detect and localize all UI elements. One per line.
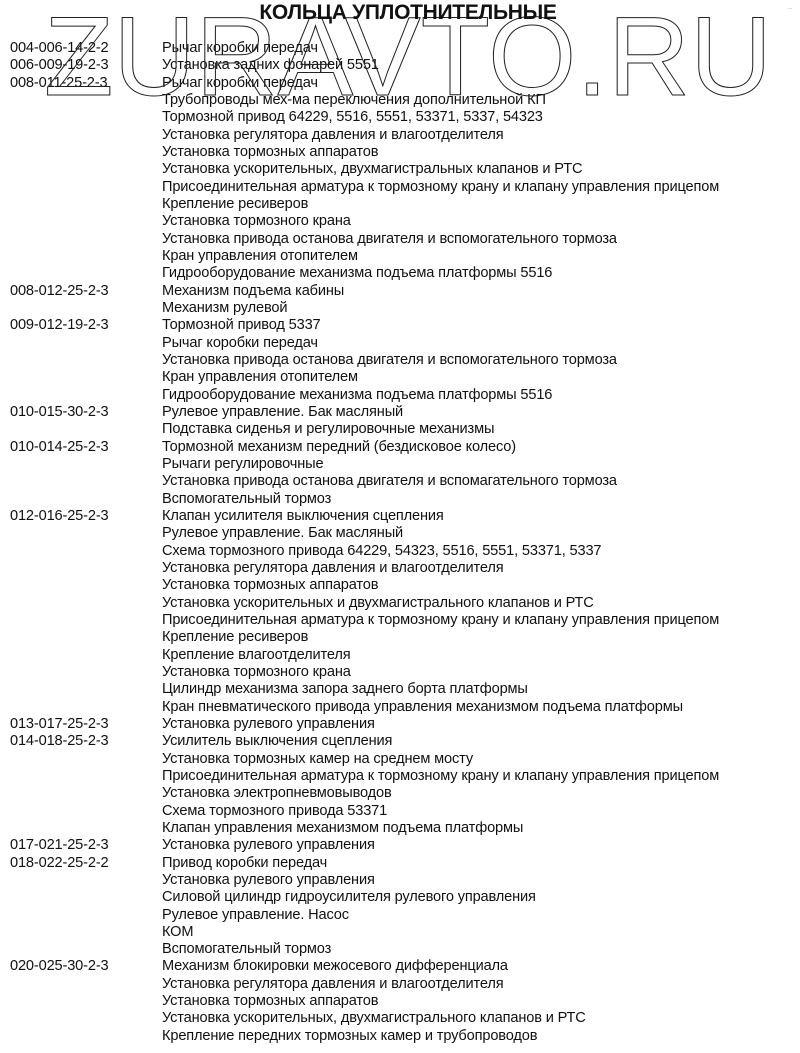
part-description: Крепление передних тормозных камер и тру… (162, 1027, 538, 1044)
part-description: Кран управления отопителем (162, 247, 358, 264)
part-description: Тормозной привод 64229, 5516, 5551, 5337… (162, 109, 543, 126)
part-description: Установка ускорительных, двухмагистральн… (162, 1010, 586, 1027)
part-description: Присоединительная арматура к тормозному … (162, 767, 720, 784)
part-description: Установка тормозных аппаратов (162, 577, 379, 594)
part-description: Механизм блокировки межосевого дифференц… (162, 958, 508, 975)
part-description: Установка привода останова двигателя и в… (162, 473, 617, 490)
part-description: Установка задних фонарей 5551 (162, 57, 379, 74)
part-description: Цилиндр механизма запора заднего борта п… (162, 681, 528, 698)
part-description: Рычаг коробки передач (162, 74, 318, 91)
part-code: 020-025-30-2-3 (10, 958, 109, 975)
part-description: Установка рулевого управления (162, 715, 375, 732)
part-code: 008-011-25-2-3 (10, 74, 108, 91)
part-description: Тормозной механизм передний (бездисковое… (162, 438, 516, 455)
part-description: Присоединительная арматура к тормозному … (162, 178, 720, 195)
part-description: Установка тормозных аппаратов (162, 993, 379, 1010)
part-description: Установка регулятора давления и влагоотд… (162, 559, 504, 576)
part-description: Установка рулевого управления (162, 871, 375, 888)
part-description: Установка регулятора давления и влагоотд… (162, 126, 504, 143)
part-description: Кран управления отопителем (162, 369, 358, 386)
part-code: 012-016-25-2-3 (10, 507, 109, 524)
part-code: 014-018-25-2-3 (10, 733, 109, 750)
part-description: Гидрооборудование механизма подъема плат… (162, 386, 553, 403)
page-title: КОЛЬЦА УПЛОТНИТЕЛЬНЫЕ (259, 1, 557, 24)
part-description: Гидрооборудование механизма подъема плат… (162, 265, 553, 282)
part-code: 009-012-19-2-3 (10, 317, 109, 334)
part-description: Установка тормозного крана (162, 663, 351, 680)
part-description: Установка привода останова двигателя и в… (162, 351, 617, 368)
part-description: Усилитель выключения сцепления (162, 733, 393, 750)
part-description: Установка тормозного крана (162, 213, 351, 230)
part-description: Клапан усилителя выключения сцепления (162, 507, 444, 524)
part-code: 010-014-25-2-3 (10, 438, 109, 455)
part-code: 004-006-14-2-2 (10, 40, 109, 56)
part-description: Схема тормозного привода 64229, 54323, 5… (162, 542, 602, 559)
part-description: Присоединительная арматура к тормозному … (162, 611, 720, 628)
part-description: Установка привода останова двигателя и в… (162, 230, 617, 247)
part-description: Тормозной привод 5337 (162, 317, 321, 334)
part-description: КОМ (162, 923, 194, 940)
part-description: Вспомогательный тормоз (162, 941, 332, 958)
part-description: Механизм подъема кабины (162, 282, 345, 299)
part-description: Подставка сиденья и регулировочные механ… (162, 421, 495, 438)
part-code: 010-015-30-2-3 (10, 403, 109, 420)
part-description: Механизм рулевой (162, 299, 288, 316)
part-description: Установка тормозных аппаратов (162, 143, 379, 160)
part-description: Вспомогательный тормоз (162, 490, 332, 507)
part-description: Крепление ресиверов (162, 195, 309, 212)
part-description: Установка тормозных камер на среднем мос… (162, 750, 474, 767)
part-description: Установка регулятора давления и влагоотд… (162, 975, 504, 992)
part-code: 006-009-19-2-3 (10, 57, 109, 74)
part-code: 008-012-25-2-3 (10, 282, 109, 299)
part-description: Крепление влагоотделителя (162, 646, 351, 663)
part-description: Установка рулевого управления (162, 837, 375, 854)
part-description: Рулевое управление. Бак масляный (162, 525, 404, 542)
part-code: 013-017-25-2-3 (10, 715, 109, 732)
part-description: Установка ускорительных, двухмагистральн… (162, 161, 583, 178)
part-description: Крепление ресиверов (162, 629, 309, 646)
part-description: Схема тормозного привода 53371 (162, 802, 388, 819)
part-code: 018-022-25-2-2 (10, 854, 109, 871)
part-description: Рулевое управление. Насос (162, 906, 349, 923)
part-description: Силовой цилиндр гидроусилителя рулевого … (162, 889, 536, 906)
part-description: Кран пневматического привода управления … (162, 698, 683, 715)
part-description: Установка ускорительных и двухмагистраль… (162, 594, 594, 611)
part-description: Трубопроводы мех-ма переключения дополни… (162, 91, 546, 108)
part-description: Рычаг коробки передач (162, 334, 318, 351)
part-description: Установка электропневмовыводов (162, 785, 392, 802)
part-description: Рычаги регулировочные (162, 455, 324, 472)
corner-mark: ·‑‑ (787, 6, 792, 12)
part-code: 017-021-25-2-3 (10, 837, 109, 854)
part-description: Рычаг коробки передач (162, 40, 318, 56)
part-description: Привод коробки передач (162, 854, 328, 871)
part-description: Клапан управления механизмом подъема пла… (162, 819, 524, 836)
part-description: Рулевое управление. Бак масляный (162, 403, 404, 420)
